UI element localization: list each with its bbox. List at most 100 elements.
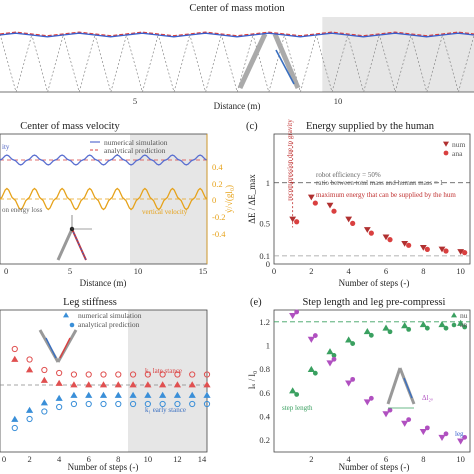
d-point-k2-analytical bbox=[56, 369, 63, 377]
c-legend-marker-ana bbox=[443, 150, 449, 156]
b-curves bbox=[0, 154, 208, 211]
c-point-numerical bbox=[307, 194, 315, 201]
d-point-k1-analytical bbox=[11, 424, 18, 432]
d-xtick: 0 bbox=[2, 454, 6, 464]
e-points bbox=[289, 309, 468, 445]
d-xtick: 2 bbox=[27, 454, 31, 464]
e-point-precomp bbox=[382, 411, 390, 418]
d-point-k2-analytical bbox=[100, 371, 107, 378]
c-point-analytical bbox=[462, 250, 468, 256]
top-leg-line bbox=[15, 33, 33, 93]
d-point-k1-analytical bbox=[100, 400, 107, 408]
e-xtick: 2 bbox=[309, 454, 313, 464]
d-point-k1-analytical bbox=[85, 400, 92, 408]
top-leg-line bbox=[126, 33, 143, 93]
e-point-step-analytical bbox=[331, 353, 337, 358]
c-point-numerical bbox=[457, 249, 465, 255]
e-point-precomp-analytical bbox=[462, 434, 468, 440]
c-point-numerical bbox=[438, 246, 446, 253]
panel-c: (c) Energy supplied by the human ΔE / ΔE… bbox=[246, 119, 471, 288]
e-legend-marker-ana bbox=[451, 322, 457, 328]
d-point-k1 bbox=[85, 391, 93, 398]
d-point-k1-analytical bbox=[144, 400, 151, 408]
d-point-k1 bbox=[173, 391, 182, 398]
b-xtick-15: 15 bbox=[199, 266, 208, 276]
top-leg-line bbox=[142, 33, 159, 93]
e-ytick: 1 bbox=[266, 341, 270, 351]
top-leg-line bbox=[0, 33, 17, 93]
panel-b: Center of mass velocity numerical simula… bbox=[0, 121, 234, 288]
e-ylabel: lₛ / l₀ bbox=[247, 371, 257, 389]
c-ann-max-energy: maximum energy that can be supplied by t… bbox=[316, 191, 456, 199]
b-legend-ana: analytical prediction bbox=[104, 146, 166, 155]
panel-e: (e) Step length and leg pre-compressi lₛ… bbox=[247, 297, 471, 472]
c-xtick: 6 bbox=[384, 266, 388, 276]
panel-d: Leg stiffness numerical simulation analy… bbox=[0, 297, 211, 472]
d-point-k2 bbox=[70, 381, 78, 388]
c-point-analytical bbox=[424, 246, 430, 252]
e-point-precomp bbox=[289, 313, 297, 320]
d-point-k2 bbox=[85, 381, 93, 388]
d-point-k2 bbox=[55, 379, 63, 386]
c-ytick: 0.1 bbox=[259, 251, 270, 261]
top-leg-line bbox=[173, 33, 191, 93]
top-leg-line bbox=[31, 33, 48, 93]
b-leg-illustration bbox=[56, 215, 92, 261]
b-series-horizontal bbox=[0, 154, 208, 166]
d-point-k2-analytical bbox=[26, 356, 33, 363]
c-point-numerical bbox=[345, 216, 353, 223]
b-legend-num: numerical simulation bbox=[104, 138, 168, 147]
d-point-k2-analytical bbox=[144, 371, 151, 378]
d-point-k2 bbox=[40, 376, 48, 383]
top-title: Center of mass motion bbox=[189, 3, 285, 14]
d-point-k1-analytical bbox=[159, 400, 166, 408]
d-point-k1 bbox=[11, 415, 19, 422]
e-point-step-analytical bbox=[387, 329, 393, 335]
b-xtick-10: 10 bbox=[134, 266, 143, 276]
c-ann-recompression: recompression due to gravity bbox=[286, 119, 294, 201]
b-xtick-0: 0 bbox=[4, 266, 8, 276]
e-point-precomp-analytical bbox=[312, 333, 318, 338]
c-point-analytical bbox=[368, 230, 374, 236]
d-point-k2 bbox=[99, 381, 108, 388]
e-point-precomp-analytical bbox=[443, 431, 449, 437]
e-point-step bbox=[363, 328, 371, 335]
e-point-precomp bbox=[345, 380, 353, 387]
top-leg-highlight bbox=[237, 32, 268, 90]
c-label: (c) bbox=[246, 121, 258, 132]
c-point-analytical bbox=[387, 237, 393, 243]
e-point-precomp-analytical bbox=[350, 376, 356, 382]
c-ann-mass-ratio: ratio between total mass and human mass … bbox=[316, 179, 444, 187]
e-point-precomp bbox=[438, 434, 446, 442]
b-xlabel: Distance (m) bbox=[80, 278, 127, 288]
b-ann-velocity: ity bbox=[2, 143, 10, 151]
e-point-step-analytical bbox=[350, 341, 356, 346]
d-title: Leg stiffness bbox=[63, 297, 117, 308]
d-xtick: 4 bbox=[57, 454, 62, 464]
top-leg-line bbox=[94, 33, 112, 93]
d-point-k1 bbox=[40, 399, 48, 406]
d-point-k2-analytical bbox=[85, 371, 92, 378]
e-point-step-analytical bbox=[294, 392, 300, 397]
e-ann-leg: leg bbox=[455, 430, 464, 438]
c-point-numerical bbox=[289, 216, 297, 223]
e-point-step-analytical bbox=[368, 332, 374, 338]
d-point-k1 bbox=[99, 391, 108, 398]
b-ann-vertical: vertical velocity bbox=[142, 208, 188, 216]
e-plot-frame bbox=[273, 309, 471, 453]
top-leg-line bbox=[157, 33, 175, 93]
c-points bbox=[289, 141, 468, 256]
d-point-k2 bbox=[114, 381, 122, 388]
c-ticks: 0 2 4 6 8 10 1 0.5 0.10 Number of steps (-) bbox=[259, 178, 465, 288]
e-point-precomp bbox=[457, 438, 465, 445]
d-point-k2 bbox=[25, 366, 34, 373]
e-ann-step-length: step length bbox=[282, 404, 313, 412]
e-ytick: 0.8 bbox=[259, 364, 270, 374]
e-point-precomp bbox=[401, 420, 409, 427]
d-point-k1 bbox=[25, 406, 34, 413]
e-point-precomp bbox=[419, 429, 427, 436]
d-point-k1 bbox=[159, 391, 167, 398]
d-point-k1-analytical bbox=[41, 408, 48, 415]
e-point-step bbox=[401, 322, 409, 329]
top-leg-highlight bbox=[272, 33, 301, 89]
